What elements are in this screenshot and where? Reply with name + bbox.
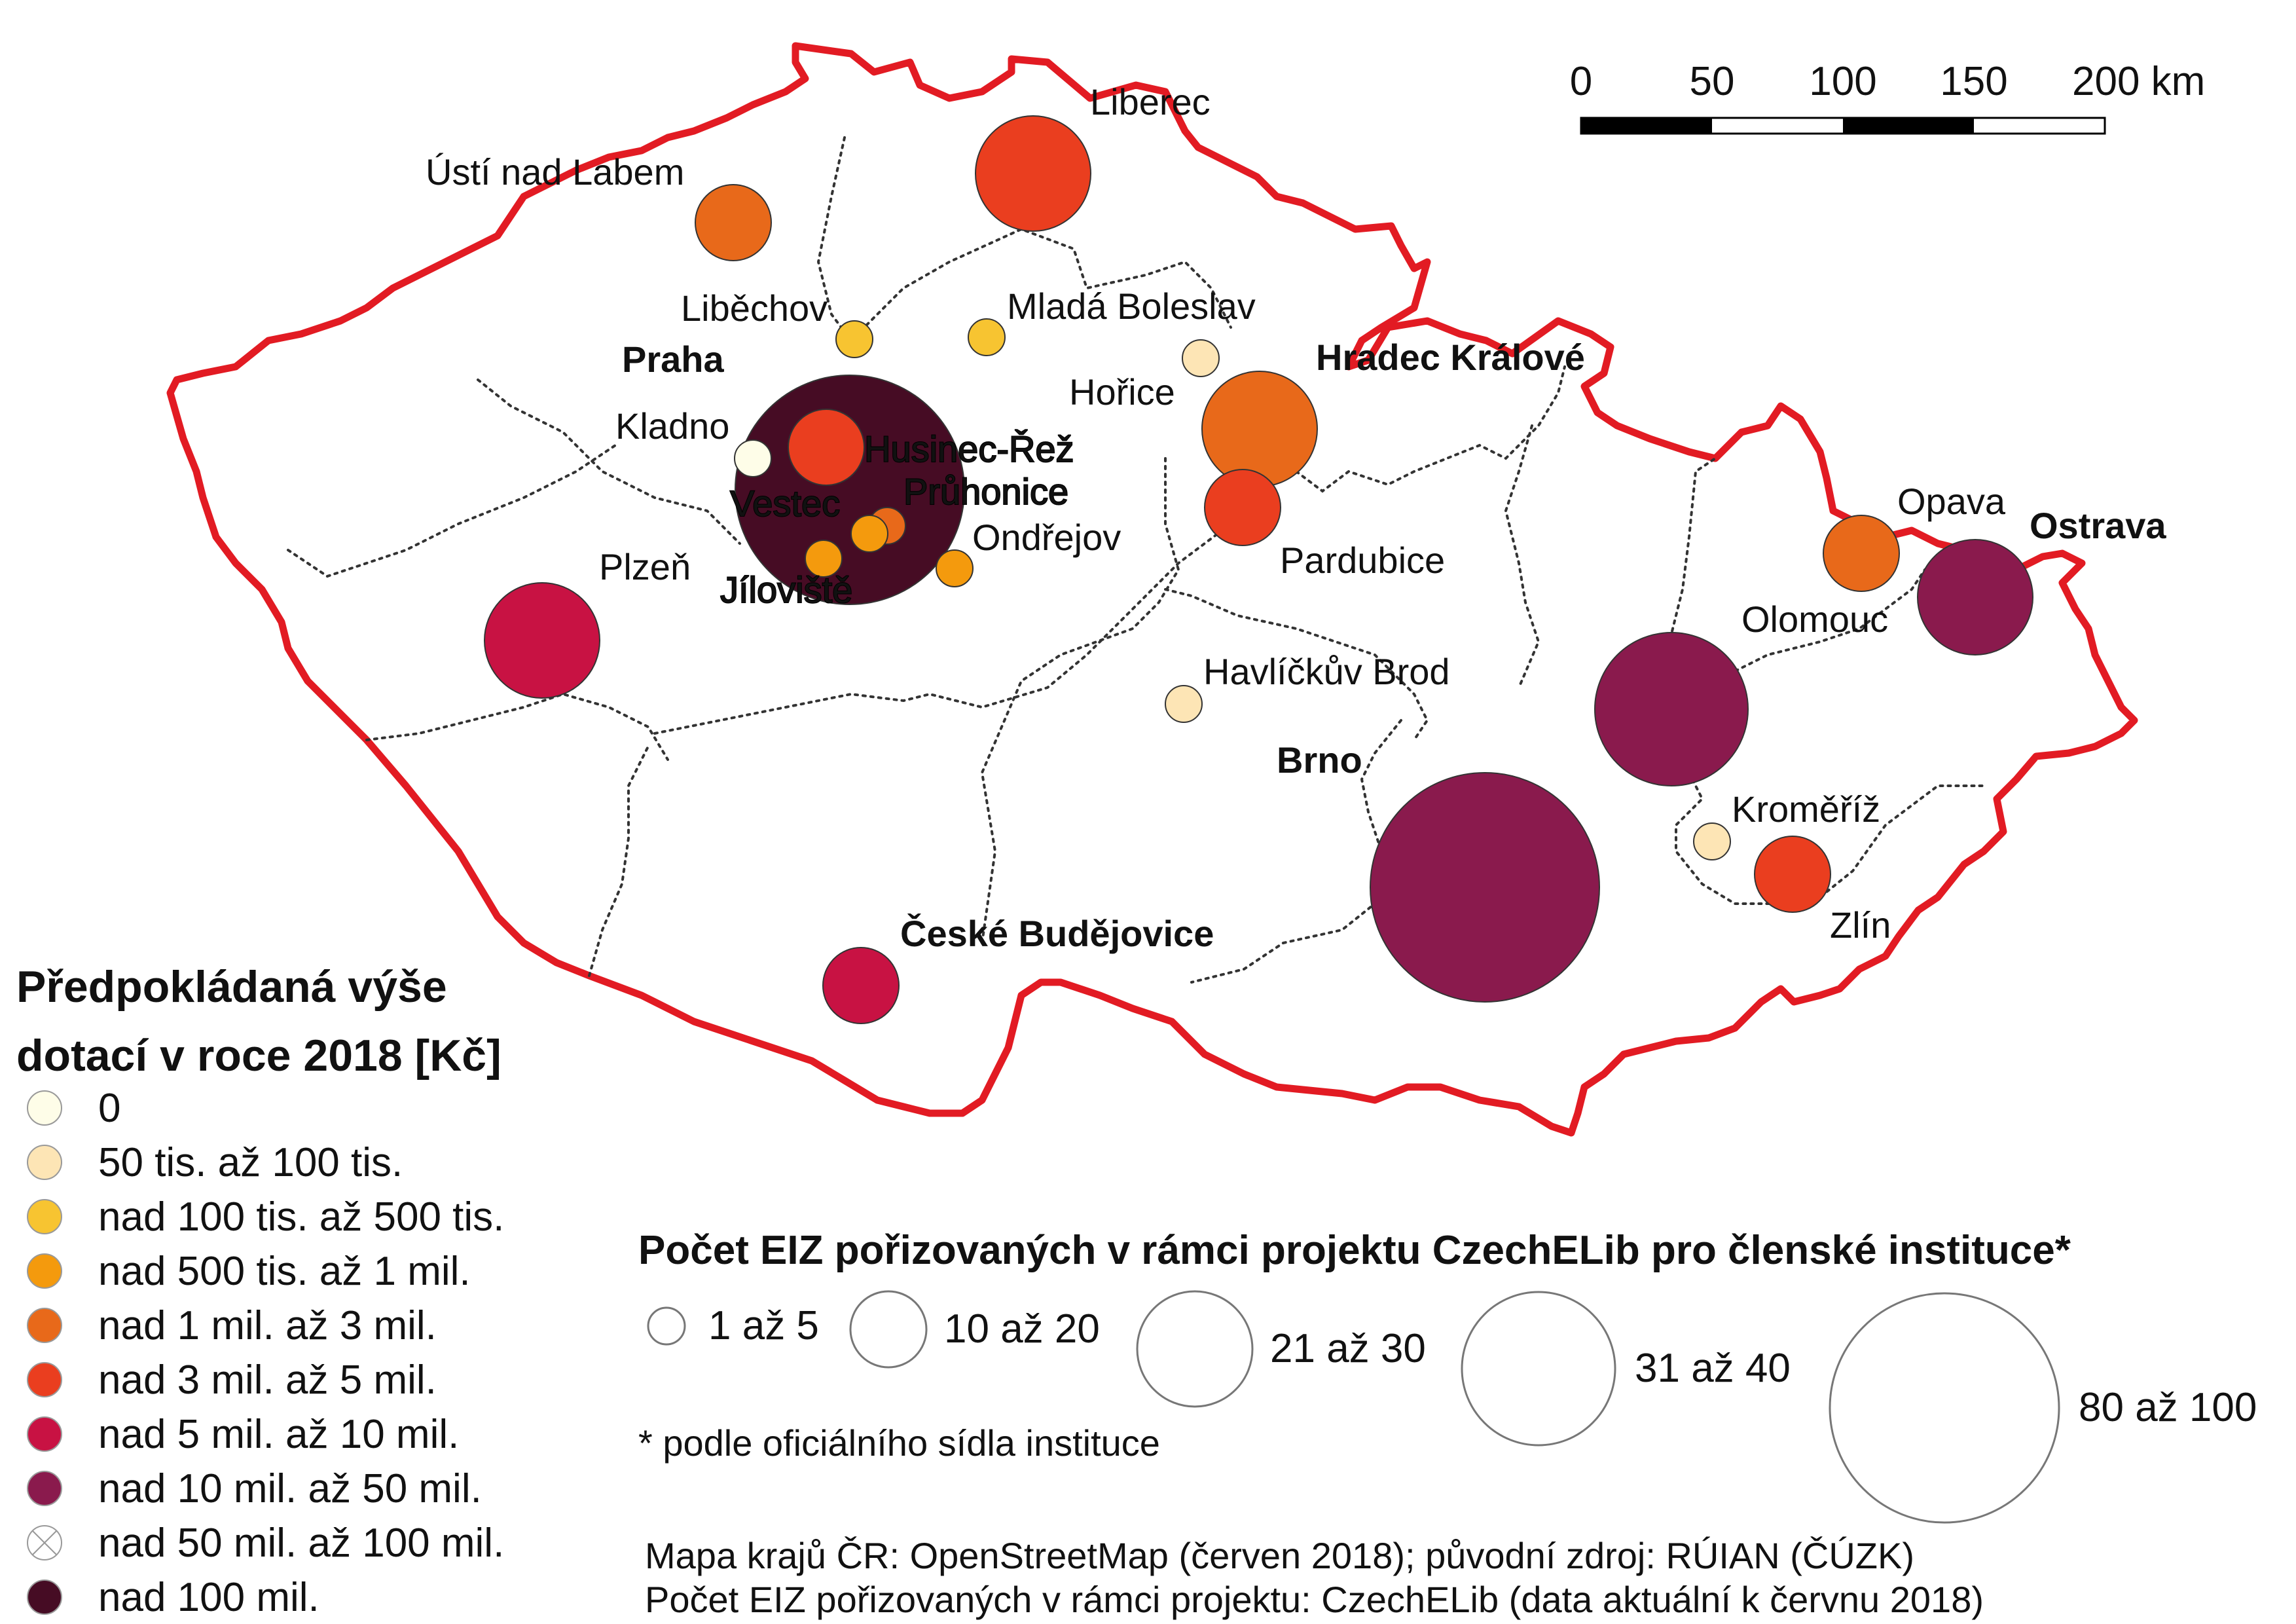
circle-ceske-budejovice: [822, 947, 900, 1024]
legend-swatch-0: [27, 1090, 62, 1126]
circle-usti-nad-labem: [695, 184, 772, 261]
circle-libechov: [835, 320, 873, 358]
label-kromeriz: Kroměříž: [1732, 788, 1880, 830]
circle-jiloviste: [805, 540, 843, 578]
source-line-2: Počet EIZ pořizovaných v rámci projektu:…: [645, 1579, 1984, 1620]
legend-swatch-7: [27, 1471, 62, 1506]
label-kladno: Kladno: [615, 405, 729, 447]
legend-label-6: nad 5 mil. až 10 mil.: [98, 1412, 459, 1457]
legend-swatch-4: [27, 1308, 62, 1343]
circle-kromeriz: [1693, 822, 1731, 860]
label-hradec-kralove: Hradec Králové: [1316, 337, 1585, 378]
circle-liberec: [975, 115, 1091, 232]
size-legend: Počet EIZ pořizovaných v rámci projektu …: [638, 1228, 2257, 1524]
label-brno: Brno: [1277, 739, 1362, 781]
label-havlickuv-brod: Havlíčkův Brod: [1203, 651, 1450, 692]
label-ondrejov: Ondřejov: [972, 517, 1121, 558]
circle-zlin: [1754, 836, 1831, 913]
circle-brno: [1370, 772, 1600, 1003]
size-swatch-2: [849, 1290, 928, 1369]
size-swatch-1: [647, 1306, 686, 1346]
legend-swatch-6: [27, 1416, 62, 1452]
legend-label-5: nad 3 mil. až 5 mil.: [98, 1357, 437, 1403]
circle-opava: [1823, 515, 1900, 592]
scale-bar: 0 50 100 150 200 km: [1570, 59, 2205, 135]
size-label-2: 10 až 20: [944, 1306, 1100, 1352]
circle-havlickuv-brod: [1165, 685, 1203, 723]
legend-swatch-9: [27, 1579, 62, 1615]
legend-label-2: nad 100 tis. až 500 tis.: [98, 1194, 504, 1240]
legend-label-4: nad 1 mil. až 3 mil.: [98, 1303, 437, 1348]
size-swatch-3: [1136, 1290, 1254, 1408]
label-husinec-rez: Husinec-Řež: [864, 428, 1074, 470]
legend-swatch-8: [27, 1525, 62, 1560]
size-legend-footnote: * podle oficiálního sídla instituce: [638, 1422, 1160, 1464]
size-label-3: 21 až 30: [1270, 1326, 1426, 1371]
size-label-5: 80 až 100: [2079, 1385, 2257, 1430]
legend-label-7: nad 10 mil. až 50 mil.: [98, 1466, 482, 1511]
label-pardubice: Pardubice: [1280, 540, 1445, 581]
legend-label-3: nad 500 tis. až 1 mil.: [98, 1249, 471, 1294]
size-swatch-4: [1461, 1291, 1616, 1447]
scale-tick-50: 50: [1690, 59, 1735, 104]
legend-label-9: nad 100 mil.: [98, 1575, 319, 1620]
label-opava: Opava: [1897, 481, 2006, 522]
label-praha: Praha: [622, 339, 724, 380]
label-mlada-boleslav: Mladá Boleslav: [1007, 286, 1256, 327]
size-label-1: 1 až 5: [708, 1303, 819, 1348]
scale-tick-150: 150: [1940, 59, 2007, 104]
scale-tick-200: 200 km: [2072, 59, 2205, 104]
circle-horice: [1182, 339, 1220, 377]
label-olomouc: Olomouc: [1741, 599, 1888, 640]
size-legend-title: Počet EIZ pořizovaných v rámci projektu …: [638, 1228, 2071, 1273]
circle-plzen: [484, 582, 600, 699]
legend-swatch-2: [27, 1199, 62, 1234]
label-plzen: Plzeň: [599, 546, 691, 587]
label-ceske-budejovice: České Budějovice: [900, 913, 1214, 954]
circle-ondrejov: [936, 549, 974, 587]
circle-husinec-rez: [788, 409, 865, 486]
scale-tick-100: 100: [1809, 59, 1876, 104]
label-ostrava: Ostrava: [2030, 505, 2166, 546]
city-symbols: [484, 115, 2033, 1024]
circle-vestec: [850, 515, 888, 553]
size-swatch-5: [1829, 1292, 2060, 1524]
circle-mlada-boleslav: [968, 318, 1006, 356]
city-labels: Liberec Ústí nad Labem Liběchov Mladá Bo…: [426, 81, 2166, 954]
source-line-1: Mapa krajů ČR: OpenStreetMap (červen 201…: [645, 1535, 1914, 1576]
color-legend-title-2: dotací v roce 2018 [Kč]: [16, 1031, 501, 1080]
circle-kladno: [734, 439, 772, 477]
legend-swatch-3: [27, 1253, 62, 1289]
label-vestec: Vestec: [730, 483, 840, 524]
circle-pardubice: [1204, 469, 1281, 546]
color-legend: Předpokládaná výše dotací v roce 2018 [K…: [16, 962, 504, 1620]
legend-label-0: 0: [98, 1086, 120, 1131]
label-jiloviste: Jíloviště: [720, 569, 852, 610]
legend-label-1: 50 tis. až 100 tis.: [98, 1140, 403, 1185]
label-horice: Hořice: [1069, 371, 1175, 413]
country-border: [166, 42, 2138, 1137]
label-liberec: Liberec: [1090, 81, 1211, 122]
label-zlin: Zlín: [1830, 904, 1891, 946]
circle-hradec-kralove: [1201, 371, 1318, 487]
label-pruhonice: Průhonice: [903, 471, 1068, 512]
sources: Mapa krajů ČR: OpenStreetMap (červen 201…: [645, 1535, 1984, 1620]
legend-label-8: nad 50 mil. až 100 mil.: [98, 1521, 504, 1566]
size-label-4: 31 až 40: [1635, 1346, 1791, 1391]
label-usti-nad-labem: Ústí nad Labem: [426, 151, 684, 193]
label-libechov: Liběchov: [681, 287, 828, 329]
legend-swatch-1: [27, 1145, 62, 1180]
color-legend-title-1: Předpokládaná výše: [16, 962, 447, 1012]
circle-ostrava: [1917, 539, 2033, 655]
circle-olomouc: [1594, 632, 1749, 786]
legend-swatch-5: [27, 1362, 62, 1397]
scale-tick-0: 0: [1570, 59, 1592, 104]
